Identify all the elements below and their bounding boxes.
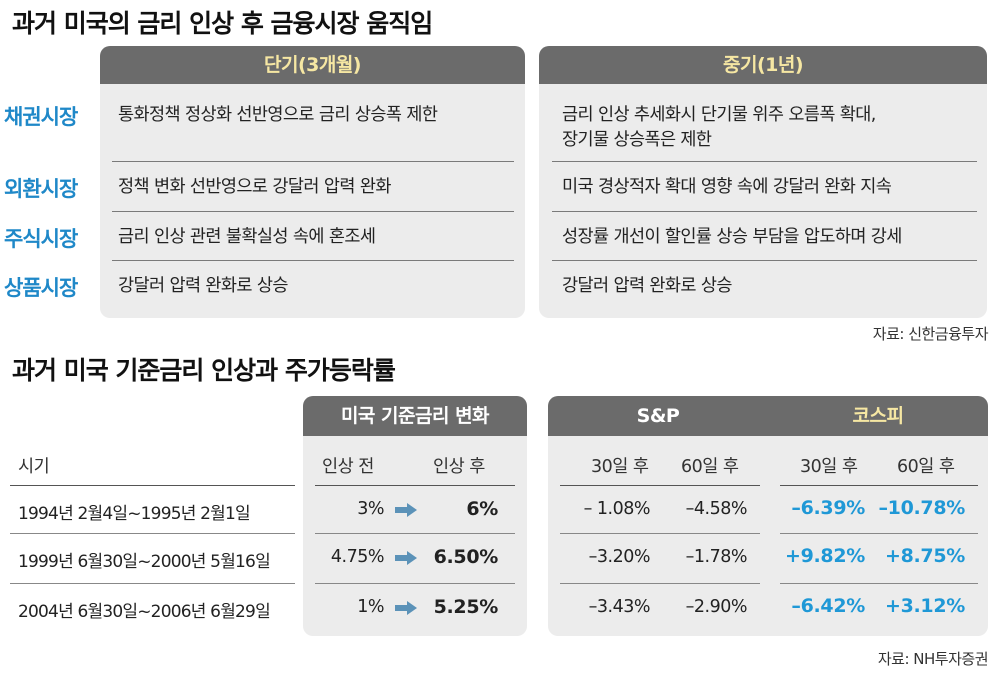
kospi-30d-row-1: –6.39% — [791, 497, 865, 519]
row-divider — [780, 583, 978, 584]
row-divider — [10, 583, 295, 584]
row-divider — [560, 583, 760, 584]
short-bond-cell: 통화정책 정상화 선반영으로 금리 상승폭 제한 — [118, 105, 438, 125]
before-header: 인상 전 — [322, 457, 374, 477]
row-divider — [552, 161, 977, 162]
stock-return-panel: S&P 코스피 — [548, 396, 988, 636]
snp-30d-row-2: –3.20% — [588, 547, 651, 567]
short-fx-cell: 정책 변화 선반영으로 강달러 압력 완화 — [118, 177, 391, 197]
kospi-30d-row-2: +9.82% — [784, 545, 865, 567]
period-row-2: 1999년 6월30일~2000년 5월16일 — [18, 552, 271, 572]
snp-60d-header: 60일 후 — [681, 457, 739, 477]
rate-before-row-3: 1% — [357, 597, 384, 617]
mid-commodity-cell: 강달러 압력 완화로 상승 — [562, 276, 732, 296]
period-header: 시기 — [18, 457, 50, 477]
period-row-3: 2004년 6월30일~2006년 6월29일 — [18, 602, 271, 622]
row-divider — [10, 485, 295, 486]
source-note-2: 자료: NH투자증권 — [877, 650, 989, 668]
right-arrow-icon — [395, 551, 417, 565]
section2-title: 과거 미국 기준금리 인상과 주가등락률 — [12, 356, 396, 385]
kospi-30d-row-3: –6.42% — [791, 595, 865, 617]
rate-after-row-2: 6.50% — [433, 546, 499, 568]
mid-term-header: 중기(1년) — [539, 46, 987, 84]
rate-before-row-1: 3% — [357, 499, 384, 519]
row-divider — [112, 260, 514, 261]
kospi-60d-row-3: +3.12% — [884, 595, 965, 617]
short-term-panel: 단기(3개월) — [100, 46, 525, 318]
rate-change-header: 미국 기준금리 변화 — [303, 396, 527, 436]
rate-after-row-1: 6% — [466, 498, 498, 520]
row-divider — [315, 583, 515, 584]
snp-60d-row-3: –2.90% — [685, 597, 748, 617]
period-row-1: 1994년 2월4일~1995년 2월1일 — [18, 504, 251, 524]
snp-60d-row-1: –4.58% — [685, 499, 748, 519]
row-divider — [315, 533, 515, 534]
right-arrow-icon — [395, 503, 417, 517]
short-term-header: 단기(3개월) — [100, 46, 525, 84]
snp-30d-row-3: –3.43% — [588, 597, 651, 617]
rate-before-row-2: 4.75% — [330, 547, 385, 567]
source-note-1: 자료: 신한금융투자 — [872, 325, 989, 343]
snp-60d-row-2: –1.78% — [685, 547, 748, 567]
market-label-stock: 주식시장 — [4, 227, 78, 251]
row-divider — [780, 533, 978, 534]
row-divider — [10, 533, 295, 534]
mid-term-panel: 중기(1년) — [539, 46, 987, 318]
snp-30d-row-1: – 1.08% — [583, 499, 651, 519]
market-label-fx: 외환시장 — [4, 177, 78, 201]
kospi-60d-header: 60일 후 — [897, 457, 955, 477]
kospi-header: 코스피 — [852, 405, 904, 427]
right-arrow-icon — [395, 601, 417, 615]
row-divider — [552, 260, 977, 261]
stock-return-header: S&P 코스피 — [548, 396, 988, 436]
kospi-60d-row-2: +8.75% — [884, 545, 965, 567]
rate-after-row-3: 5.25% — [433, 596, 499, 618]
kospi-30d-header: 30일 후 — [800, 457, 858, 477]
row-divider — [315, 485, 515, 486]
snp-header: S&P — [636, 405, 680, 427]
row-divider — [560, 533, 760, 534]
row-divider — [780, 485, 978, 486]
mid-stock-cell: 성장률 개선이 할인률 상승 부담을 압도하며 강세 — [562, 227, 902, 247]
mid-bond-cell-line1: 금리 인상 추세화시 단기물 위주 오름폭 확대, — [562, 105, 876, 125]
snp-30d-header: 30일 후 — [591, 457, 649, 477]
mid-fx-cell: 미국 경상적자 확대 영향 속에 강달러 완화 지속 — [562, 177, 892, 197]
short-commodity-cell: 강달러 압력 완화로 상승 — [118, 276, 288, 296]
row-divider — [112, 161, 514, 162]
row-divider — [112, 211, 514, 212]
market-label-commodity: 상품시장 — [4, 276, 78, 300]
mid-bond-cell-line2: 장기물 상승폭은 제한 — [562, 130, 712, 150]
rate-change-panel: 미국 기준금리 변화 — [303, 396, 527, 636]
after-header: 인상 후 — [433, 457, 485, 477]
row-divider — [560, 485, 760, 486]
section1-title: 과거 미국의 금리 인상 후 금융시장 움직임 — [12, 9, 433, 38]
market-label-bond: 채권시장 — [4, 105, 78, 129]
kospi-60d-row-1: –10.78% — [878, 497, 965, 519]
row-divider — [552, 211, 977, 212]
short-stock-cell: 금리 인상 관련 불확실성 속에 혼조세 — [118, 227, 376, 247]
